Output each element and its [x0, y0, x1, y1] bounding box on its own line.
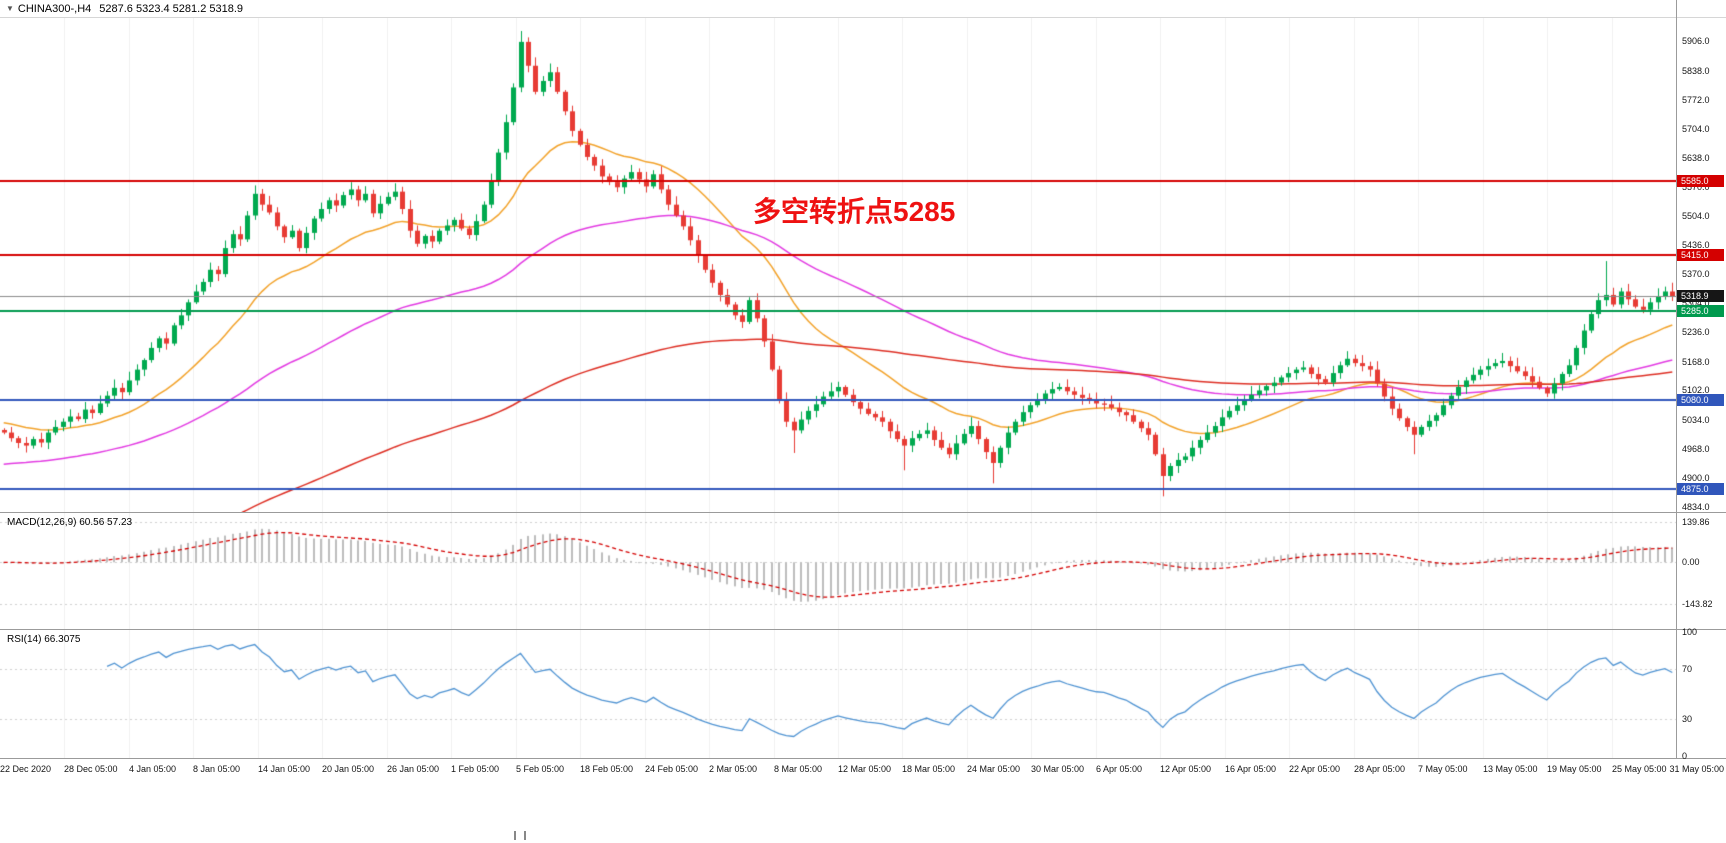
axis-tick-label: 5570.0: [1682, 182, 1710, 193]
axis-tick-label: 4834.0: [1682, 501, 1710, 512]
time-axis-label: 2 Mar 05:00: [709, 764, 758, 774]
annotation-text: 多空转折点5285: [753, 196, 956, 227]
ohlc-readout: 5287.6 5323.4 5281.2 5318.9: [99, 3, 244, 15]
axis-tick-label: 4968.0: [1682, 443, 1710, 454]
macd-indicator-label: MACD(12,26,9) 60.56 57.23: [7, 517, 133, 528]
rsi-panel-canvas[interactable]: [0, 630, 1676, 758]
time-axis-label: 13 May 05:00: [1483, 764, 1538, 774]
axis-tick-label: 70: [1682, 664, 1693, 675]
main-chart-canvas[interactable]: [0, 18, 1676, 512]
time-axis-label: 25 May 05:00: [1612, 764, 1667, 774]
time-axis-label: 12 Mar 05:00: [838, 764, 892, 774]
axis-tick-label: 139.86: [1682, 516, 1710, 527]
time-axis-label: 30 Mar 05:00: [1031, 764, 1085, 774]
price-line-badge: 4875.0: [1677, 482, 1724, 495]
time-axis-label: 16 Apr 05:00: [1225, 764, 1277, 774]
axis-tick-label: 5838.0: [1682, 65, 1710, 76]
axis-tick-label: 0.00: [1682, 557, 1700, 568]
axis-tick-label: 5236.0: [1682, 327, 1710, 338]
axis-tick-label: 5370.0: [1682, 269, 1710, 280]
time-axis-label: 5 Feb 05:00: [516, 764, 565, 774]
axis-tick-label: 5304.0: [1682, 297, 1710, 308]
axis-tick-label: 5906.0: [1682, 36, 1710, 47]
symbol-dropdown-icon[interactable]: ▼: [6, 4, 14, 13]
time-axis-label: 28 Apr 05:00: [1354, 764, 1406, 774]
time-axis-label: 1 Feb 05:00: [451, 764, 500, 774]
time-axis-label: 7 May 05:00: [1418, 764, 1468, 774]
price-line-badge: 5080.0: [1677, 394, 1724, 406]
bottom-strip: [0, 781, 1726, 843]
panel-separator[interactable]: [0, 629, 1726, 630]
price-line-badge: 5285.0: [1677, 305, 1724, 317]
time-axis-label: 18 Feb 05:00: [580, 764, 634, 774]
price-line-badge: 5318.9: [1677, 290, 1724, 303]
quote-header: ▼ CHINA300-,H4 5287.6 5323.4 5281.2 5318.9: [0, 0, 1726, 18]
symbol-timeframe: CHINA300-,H4: [17, 3, 92, 15]
axis-tick-label: 30: [1682, 713, 1693, 724]
panel-separator[interactable]: [0, 512, 1726, 513]
time-axis-label: 12 Apr 05:00: [1160, 764, 1212, 774]
axis-tick-label: 5704.0: [1682, 124, 1710, 135]
time-axis-label: 4 Jan 05:00: [129, 764, 177, 774]
time-axis-label: 31 May 05:00: [1669, 764, 1724, 774]
time-axis-label: 24 Feb 05:00: [645, 764, 699, 774]
price-line-badge: 5415.0: [1677, 248, 1724, 261]
axis-tick-label: 4900.0: [1682, 473, 1710, 484]
time-axis-label: 22 Dec 2020: [0, 764, 52, 774]
axis-tick-label: 5436.0: [1682, 240, 1710, 251]
macd-panel-canvas[interactable]: [0, 513, 1676, 629]
time-axis[interactable]: 22 Dec 2020 28 Dec 05:00 4 Jan 05:00 8 Jan …: [0, 759, 1726, 781]
scrollbar-thumb[interactable]: [514, 831, 526, 840]
time-axis-label: 20 Jan 05:00: [322, 764, 375, 774]
time-axis-label: 26 Jan 05:00: [387, 764, 440, 774]
time-axis-label: 14 Jan 05:00: [258, 764, 311, 774]
time-axis-label: 18 Mar 05:00: [902, 764, 956, 774]
axis-tick-label: 100: [1682, 627, 1698, 638]
price-line-badge: 5585.0: [1677, 174, 1724, 187]
time-axis-label: 6 Apr 05:00: [1096, 764, 1143, 774]
time-axis-label: 22 Apr 05:00: [1289, 764, 1341, 774]
axis-tick-label: 5772.0: [1682, 94, 1710, 105]
rsi-indicator-label: RSI(14) 66.3075: [7, 634, 81, 645]
time-axis-label: 28 Dec 05:00: [64, 764, 118, 774]
axis-tick-label: -143.82: [1682, 599, 1713, 609]
axis-tick-label: 5504.0: [1682, 210, 1710, 221]
price-axis[interactable]: 5906.0 5838.0 5772.0 5704.0 5638.0 5570.0 5504…: [1677, 0, 1726, 781]
axis-tick-label: 0: [1682, 750, 1688, 761]
panel-separator: [0, 758, 1726, 759]
time-axis-label: 24 Mar 05:00: [967, 764, 1021, 774]
time-axis-label: 8 Jan 05:00: [193, 764, 241, 774]
axis-tick-label: 5638.0: [1682, 152, 1710, 163]
axis-tick-label: 5034.0: [1682, 414, 1710, 425]
axis-separator: [1676, 0, 1677, 759]
axis-tick-label: 5102.0: [1682, 385, 1710, 396]
axis-tick-label: 5168.0: [1682, 356, 1710, 367]
time-axis-label: 8 Mar 05:00: [774, 764, 823, 774]
time-axis-label: 19 May 05:00: [1547, 764, 1602, 774]
